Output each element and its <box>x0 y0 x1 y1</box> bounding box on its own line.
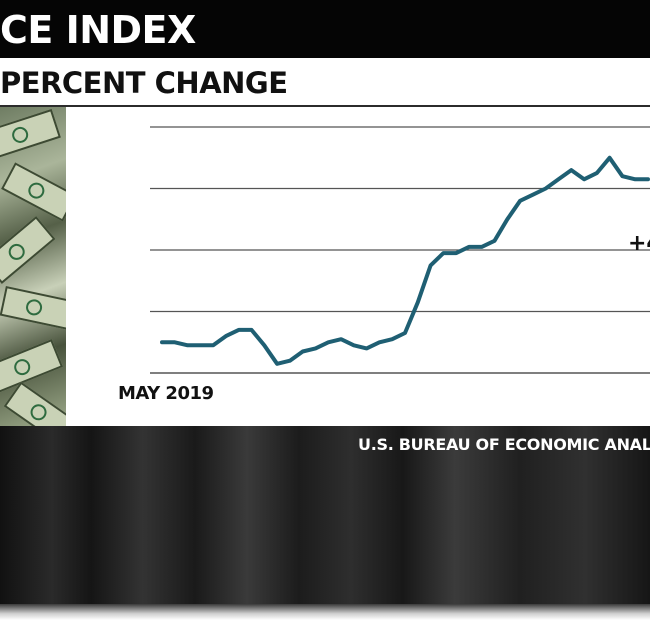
data-point <box>620 174 624 178</box>
line-chart <box>150 126 650 374</box>
data-point <box>250 328 253 332</box>
data-point <box>633 177 637 181</box>
page-title: CE INDEX <box>0 8 196 52</box>
data-point <box>288 359 292 363</box>
start-date-label: MAY 2019 <box>118 383 214 404</box>
data-point <box>224 334 228 338</box>
data-point <box>198 343 202 347</box>
data-point <box>493 239 496 243</box>
data-point <box>339 337 343 341</box>
data-point <box>326 340 330 344</box>
data-point <box>531 193 535 197</box>
data-point <box>275 362 279 366</box>
bottom-band: U.S. BUREAU OF ECONOMIC ANAL <box>0 426 650 604</box>
line-layer <box>160 155 650 366</box>
data-point <box>262 343 266 347</box>
title-bar: CE INDEX <box>0 0 650 58</box>
data-point <box>314 346 317 350</box>
floor-reflection <box>0 604 650 620</box>
subtitle-divider <box>0 105 650 107</box>
data-point <box>390 337 394 341</box>
money-photo <box>0 107 66 426</box>
data-point <box>569 168 573 172</box>
data-point <box>352 343 356 347</box>
data-point <box>505 217 509 221</box>
data-point <box>480 245 484 249</box>
data-point <box>416 300 420 304</box>
data-point <box>467 245 471 249</box>
data-point <box>544 187 548 190</box>
data-point <box>646 177 650 181</box>
data-point <box>454 251 458 255</box>
data-point <box>211 343 215 347</box>
data-point <box>160 340 164 344</box>
end-value-label: +4 <box>628 231 650 256</box>
data-point <box>441 251 445 255</box>
data-point <box>518 199 522 203</box>
data-point <box>365 346 369 350</box>
source-credit: U.S. BUREAU OF ECONOMIC ANAL <box>358 435 650 454</box>
data-point <box>237 328 241 332</box>
data-point <box>557 177 560 181</box>
chart-card: PERCENT CHANGE <box>0 58 650 426</box>
data-point <box>377 340 381 344</box>
data-point <box>582 177 586 181</box>
data-point <box>301 350 305 353</box>
data-point <box>186 343 190 347</box>
grid-layer <box>150 126 650 374</box>
chart-subtitle: PERCENT CHANGE <box>0 66 288 100</box>
data-point <box>403 331 407 335</box>
data-point <box>173 340 177 344</box>
data-point <box>429 263 433 267</box>
data-point <box>608 156 612 160</box>
data-point <box>595 171 599 175</box>
